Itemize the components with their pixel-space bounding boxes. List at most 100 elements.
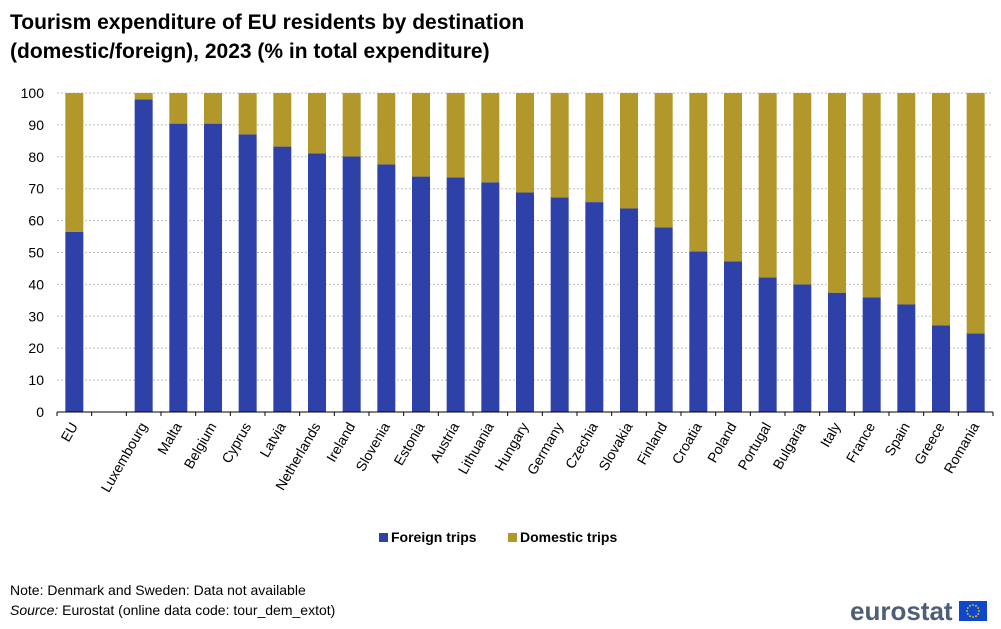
x-category-label: Ireland <box>323 420 358 465</box>
bar-domestic-romania <box>966 93 985 334</box>
bar-foreign-austria <box>446 177 465 412</box>
y-tick-label: 90 <box>28 117 44 133</box>
bar-foreign-cyprus <box>238 134 257 412</box>
x-category-label: Croatia <box>669 419 706 466</box>
eu-flag-star <box>971 604 974 606</box>
x-category-label: Italy <box>817 420 844 450</box>
y-tick-label: 30 <box>28 308 44 324</box>
legend: Foreign trips Domestic trips <box>379 529 617 545</box>
bar-domestic-poland <box>724 93 742 262</box>
y-tick-label: 40 <box>28 276 44 292</box>
y-tick-label: 0 <box>36 404 44 420</box>
bar-domestic-luxembourg <box>134 93 153 100</box>
x-category-label: Slovakia <box>595 419 635 473</box>
y-tick-label: 10 <box>28 372 44 388</box>
eu-flag-star <box>968 604 971 607</box>
footnotes: Note: Denmark and Sweden: Data not avail… <box>10 580 335 620</box>
y-tick-label: 20 <box>28 340 44 356</box>
bar-domestic-hungary <box>516 93 534 193</box>
x-category-label: Slovenia <box>352 419 393 474</box>
eu-flag-star <box>971 616 974 618</box>
chart-title: Tourism expenditure of EU residents by d… <box>10 8 770 66</box>
bar-domestic-slovakia <box>620 93 638 209</box>
x-category-label: Spain <box>881 420 913 459</box>
bar-domestic-belgium <box>204 93 222 124</box>
eu-flag-star <box>965 610 968 612</box>
bar-foreign-portugal <box>758 277 777 412</box>
bar-foreign-hungary <box>516 192 534 412</box>
eu-flag-star <box>966 607 969 609</box>
bar-domestic-spain <box>897 93 916 305</box>
bar-domestic-croatia <box>689 93 708 252</box>
x-category-label: Bulgaria <box>769 419 809 472</box>
x-category-label: Greece <box>911 419 948 467</box>
bar-domestic-greece <box>932 93 950 326</box>
bar-foreign-croatia <box>689 251 708 412</box>
bar-foreign-estonia <box>412 176 430 412</box>
bar-domestic-estonia <box>412 93 430 177</box>
x-category-label: Malta <box>154 419 185 457</box>
x-category-label: Belgium <box>180 420 219 472</box>
bar-domestic-malta <box>169 93 188 124</box>
bar-foreign-luxembourg <box>134 99 153 412</box>
bar-foreign-germany <box>550 197 569 412</box>
bar-domestic-austria <box>446 93 465 178</box>
bar-domestic-germany <box>550 93 569 198</box>
x-category-label: Poland <box>704 420 740 466</box>
bar-domestic-netherlands <box>308 93 326 154</box>
x-category-label: Luxembourg <box>97 420 150 495</box>
bar-foreign-malta <box>169 123 188 413</box>
x-category-label: Latvia <box>256 419 289 460</box>
bar-foreign-bulgaria <box>793 284 812 412</box>
legend-label-domestic: Domestic trips <box>520 529 617 545</box>
legend-swatch-domestic <box>508 533 517 542</box>
bar-foreign-netherlands <box>308 153 326 412</box>
bar-foreign-spain <box>897 304 916 412</box>
bar-domestic-czechia <box>585 93 604 203</box>
eu-flag-star <box>974 615 977 618</box>
bar-domestic-latvia <box>273 93 292 147</box>
bar-foreign-latvia <box>273 146 292 413</box>
bar-domestic-portugal <box>758 93 777 278</box>
bar-foreign-romania <box>966 333 985 412</box>
x-category-label: Austria <box>427 419 463 465</box>
bars <box>65 93 985 413</box>
bar-foreign-slovenia <box>377 164 396 412</box>
source-line: Source: Eurostat (online data code: tour… <box>10 600 335 620</box>
y-tick-label: 100 <box>21 85 45 101</box>
bar-domestic-italy <box>828 93 846 293</box>
eu-flag-star <box>977 610 980 612</box>
eu-flag-star <box>974 604 977 607</box>
source-text: Eurostat (online data code: tour_dem_ext… <box>58 602 336 618</box>
x-category-label: Cyprus <box>218 420 254 466</box>
x-category-label: Finland <box>633 420 670 468</box>
x-category-label: Czechia <box>562 419 601 471</box>
bar-foreign-eu <box>65 231 84 412</box>
bar-domestic-ireland <box>342 93 361 157</box>
bar-foreign-france <box>862 297 881 412</box>
bar-domestic-bulgaria <box>793 93 812 285</box>
y-tick-label: 60 <box>28 213 44 229</box>
eurostat-wordmark: eurostat <box>850 596 953 626</box>
y-tick-label: 80 <box>28 149 44 165</box>
eurostat-logo: eurostat <box>850 597 987 625</box>
bar-foreign-slovakia <box>620 208 638 412</box>
bar-domestic-cyprus <box>238 93 257 135</box>
bar-domestic-eu <box>65 93 84 232</box>
bar-foreign-belgium <box>204 123 222 413</box>
bar-domestic-france <box>862 93 881 298</box>
chart-title-line-2: (domestic/foreign), 2023 (% in total exp… <box>10 40 490 63</box>
x-category-label: EU <box>57 420 81 445</box>
x-category-label: France <box>843 419 879 465</box>
eu-flag-star <box>968 615 971 618</box>
bar-foreign-czechia <box>585 202 604 412</box>
eu-flag-star <box>976 607 979 609</box>
x-category-label: Portugal <box>734 420 774 473</box>
bar-foreign-ireland <box>342 156 361 412</box>
y-tick-label: 70 <box>28 181 44 197</box>
bar-domestic-slovenia <box>377 93 396 165</box>
eu-flag-star <box>966 613 969 615</box>
x-category-label: Estonia <box>390 419 427 468</box>
